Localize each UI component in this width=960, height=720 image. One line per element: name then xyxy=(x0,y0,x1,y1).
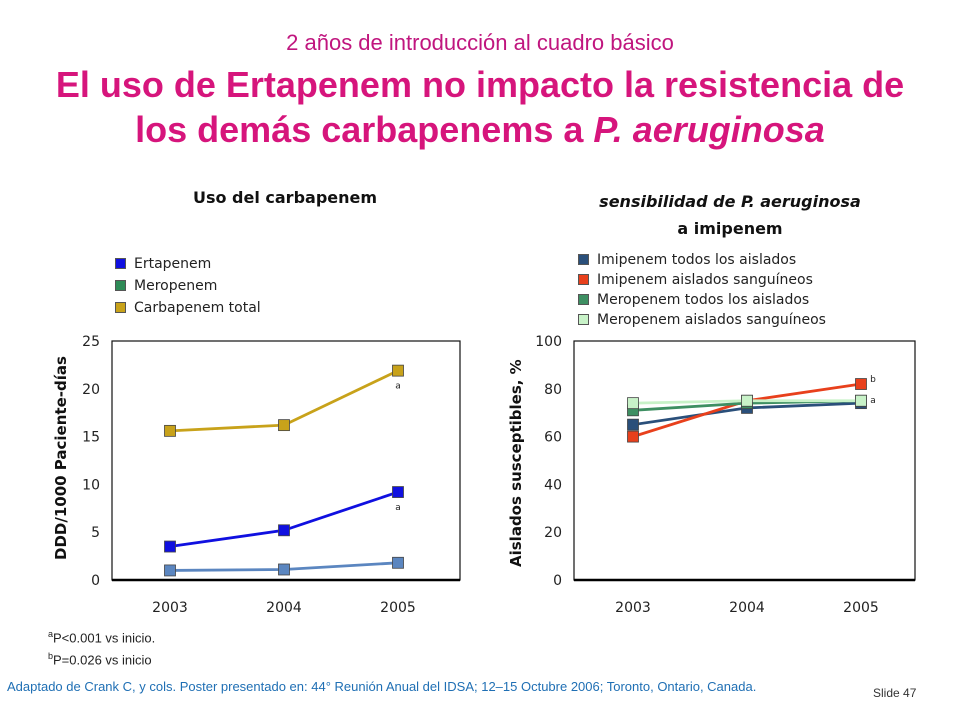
left-y-tick-label: 0 xyxy=(91,573,100,589)
legend-label: Meropenem xyxy=(134,278,218,294)
right-legend: Imipenem todos los aislados Imipenem ais… xyxy=(578,252,878,332)
right-data-point xyxy=(855,378,867,390)
slide-number: Slide 47 xyxy=(873,686,917,700)
legend-swatch xyxy=(115,258,126,269)
right-chart-title-line2: a imipenem xyxy=(677,219,783,238)
footnotes: aP<0.001 vs inicio. bP=0.026 vs inicio xyxy=(48,625,155,670)
right-plot-frame xyxy=(573,340,916,581)
right-x-tick-label: 2004 xyxy=(729,600,765,616)
legend-swatch xyxy=(115,302,126,313)
left-y-tick-label: 15 xyxy=(82,430,100,446)
right-y-tick-label: 20 xyxy=(544,525,562,541)
slide-title: El uso de Ertapenem no impacto la resist… xyxy=(40,62,920,152)
left-data-point xyxy=(164,564,176,577)
left-legend: Ertapenem Meropenem Carbapenem total xyxy=(115,256,355,326)
legend-item-meropenem: Meropenem xyxy=(115,278,217,294)
legend-swatch xyxy=(578,254,589,265)
legend-label: Ertapenem xyxy=(134,256,212,272)
legend-label: Carbapenem total xyxy=(134,300,261,316)
slide-title-main: El uso de Ertapenem no impacto la resist… xyxy=(55,64,905,150)
left-data-point xyxy=(278,563,290,576)
right-data-point xyxy=(741,394,753,407)
left-y-tick-label: 5 xyxy=(91,525,100,541)
right-data-point xyxy=(627,397,639,410)
legend-swatch xyxy=(578,274,589,285)
left-y-tick-label: 20 xyxy=(82,382,100,398)
right-y-tick-label: 60 xyxy=(544,430,562,446)
legend-item-imipenem-todos: Imipenem todos los aislados xyxy=(578,252,796,268)
right-x-tick-label: 2005 xyxy=(843,600,879,616)
legend-label: Imipenem aislados sanguíneos xyxy=(597,272,813,288)
left-series-line-0 xyxy=(169,490,399,548)
left-y-tick-label: 10 xyxy=(82,477,100,493)
left-chart: 0 5 10 15 20 25 2003 2004 2005 a a xyxy=(82,334,461,616)
legend-item-meropenem-sanguineos: Meropenem aislados sanguíneos xyxy=(578,312,826,328)
footnote-a-text: P<0.001 vs inicio. xyxy=(53,630,156,646)
right-y-tick-label: 40 xyxy=(544,477,562,493)
left-chart-title: Uso del carbapenem xyxy=(192,188,378,207)
left-x-tick-label: 2004 xyxy=(266,600,302,616)
right-point-annotation: a xyxy=(870,396,876,406)
footnote-b-mark: b xyxy=(48,651,54,662)
slide-title-italic: P. aeruginosa xyxy=(593,109,825,150)
footnote-b: bP=0.026 vs inicio xyxy=(48,647,155,669)
left-data-point xyxy=(278,419,290,432)
footnote-b-text: P=0.026 vs inicio xyxy=(53,652,152,668)
left-data-point xyxy=(164,424,176,437)
left-point-annotation: a xyxy=(395,382,401,392)
right-chart: 0 20 40 60 80 100 2003 2004 2005 b a xyxy=(535,334,916,616)
left-data-point xyxy=(392,364,404,377)
right-x-tick-label: 2003 xyxy=(615,600,651,616)
left-point-annotation: a xyxy=(395,503,401,513)
right-y-tick-label: 0 xyxy=(553,573,562,589)
legend-item-carbapenem-total: Carbapenem total xyxy=(115,300,261,316)
left-x-tick-label: 2003 xyxy=(152,600,188,616)
left-data-point xyxy=(164,540,176,553)
left-data-point xyxy=(392,556,404,569)
footnote-a: aP<0.001 vs inicio. xyxy=(48,625,155,647)
legend-item-ertapenem: Ertapenem xyxy=(115,256,211,272)
left-data-point xyxy=(278,524,290,537)
right-point-annotation: b xyxy=(870,375,876,385)
right-y-tick-label: 100 xyxy=(535,334,562,350)
right-data-point xyxy=(627,418,639,431)
footnote-a-mark: a xyxy=(48,629,54,639)
legend-swatch xyxy=(115,280,126,291)
legend-label: Meropenem aislados sanguíneos xyxy=(597,312,826,328)
right-chart-title-line1: sensibilidad de P. aeruginosa xyxy=(599,192,861,211)
legend-label: Imipenem todos los aislados xyxy=(597,252,797,268)
legend-label: Meropenem todos los aislados xyxy=(597,292,810,308)
legend-swatch xyxy=(578,314,589,325)
legend-item-meropenem-todos: Meropenem todos los aislados xyxy=(578,292,809,308)
source-citation: Adaptado de Crank C, y cols. Poster pres… xyxy=(7,679,757,694)
legend-swatch xyxy=(578,294,589,305)
right-data-point xyxy=(855,394,867,407)
left-y-tick-label: 25 xyxy=(82,334,100,350)
left-data-point xyxy=(392,486,404,498)
right-y-tick-label: 80 xyxy=(544,382,562,398)
right-chart-title: sensibilidad de P. aeruginosa a imipenem xyxy=(520,188,940,242)
legend-item-imipenem-sanguineos: Imipenem aislados sanguíneos xyxy=(578,272,813,288)
left-x-tick-label: 2005 xyxy=(380,600,416,616)
right-data-point xyxy=(627,430,639,443)
slide-subtitle: 2 años de introducción al cuadro básico xyxy=(286,30,674,55)
